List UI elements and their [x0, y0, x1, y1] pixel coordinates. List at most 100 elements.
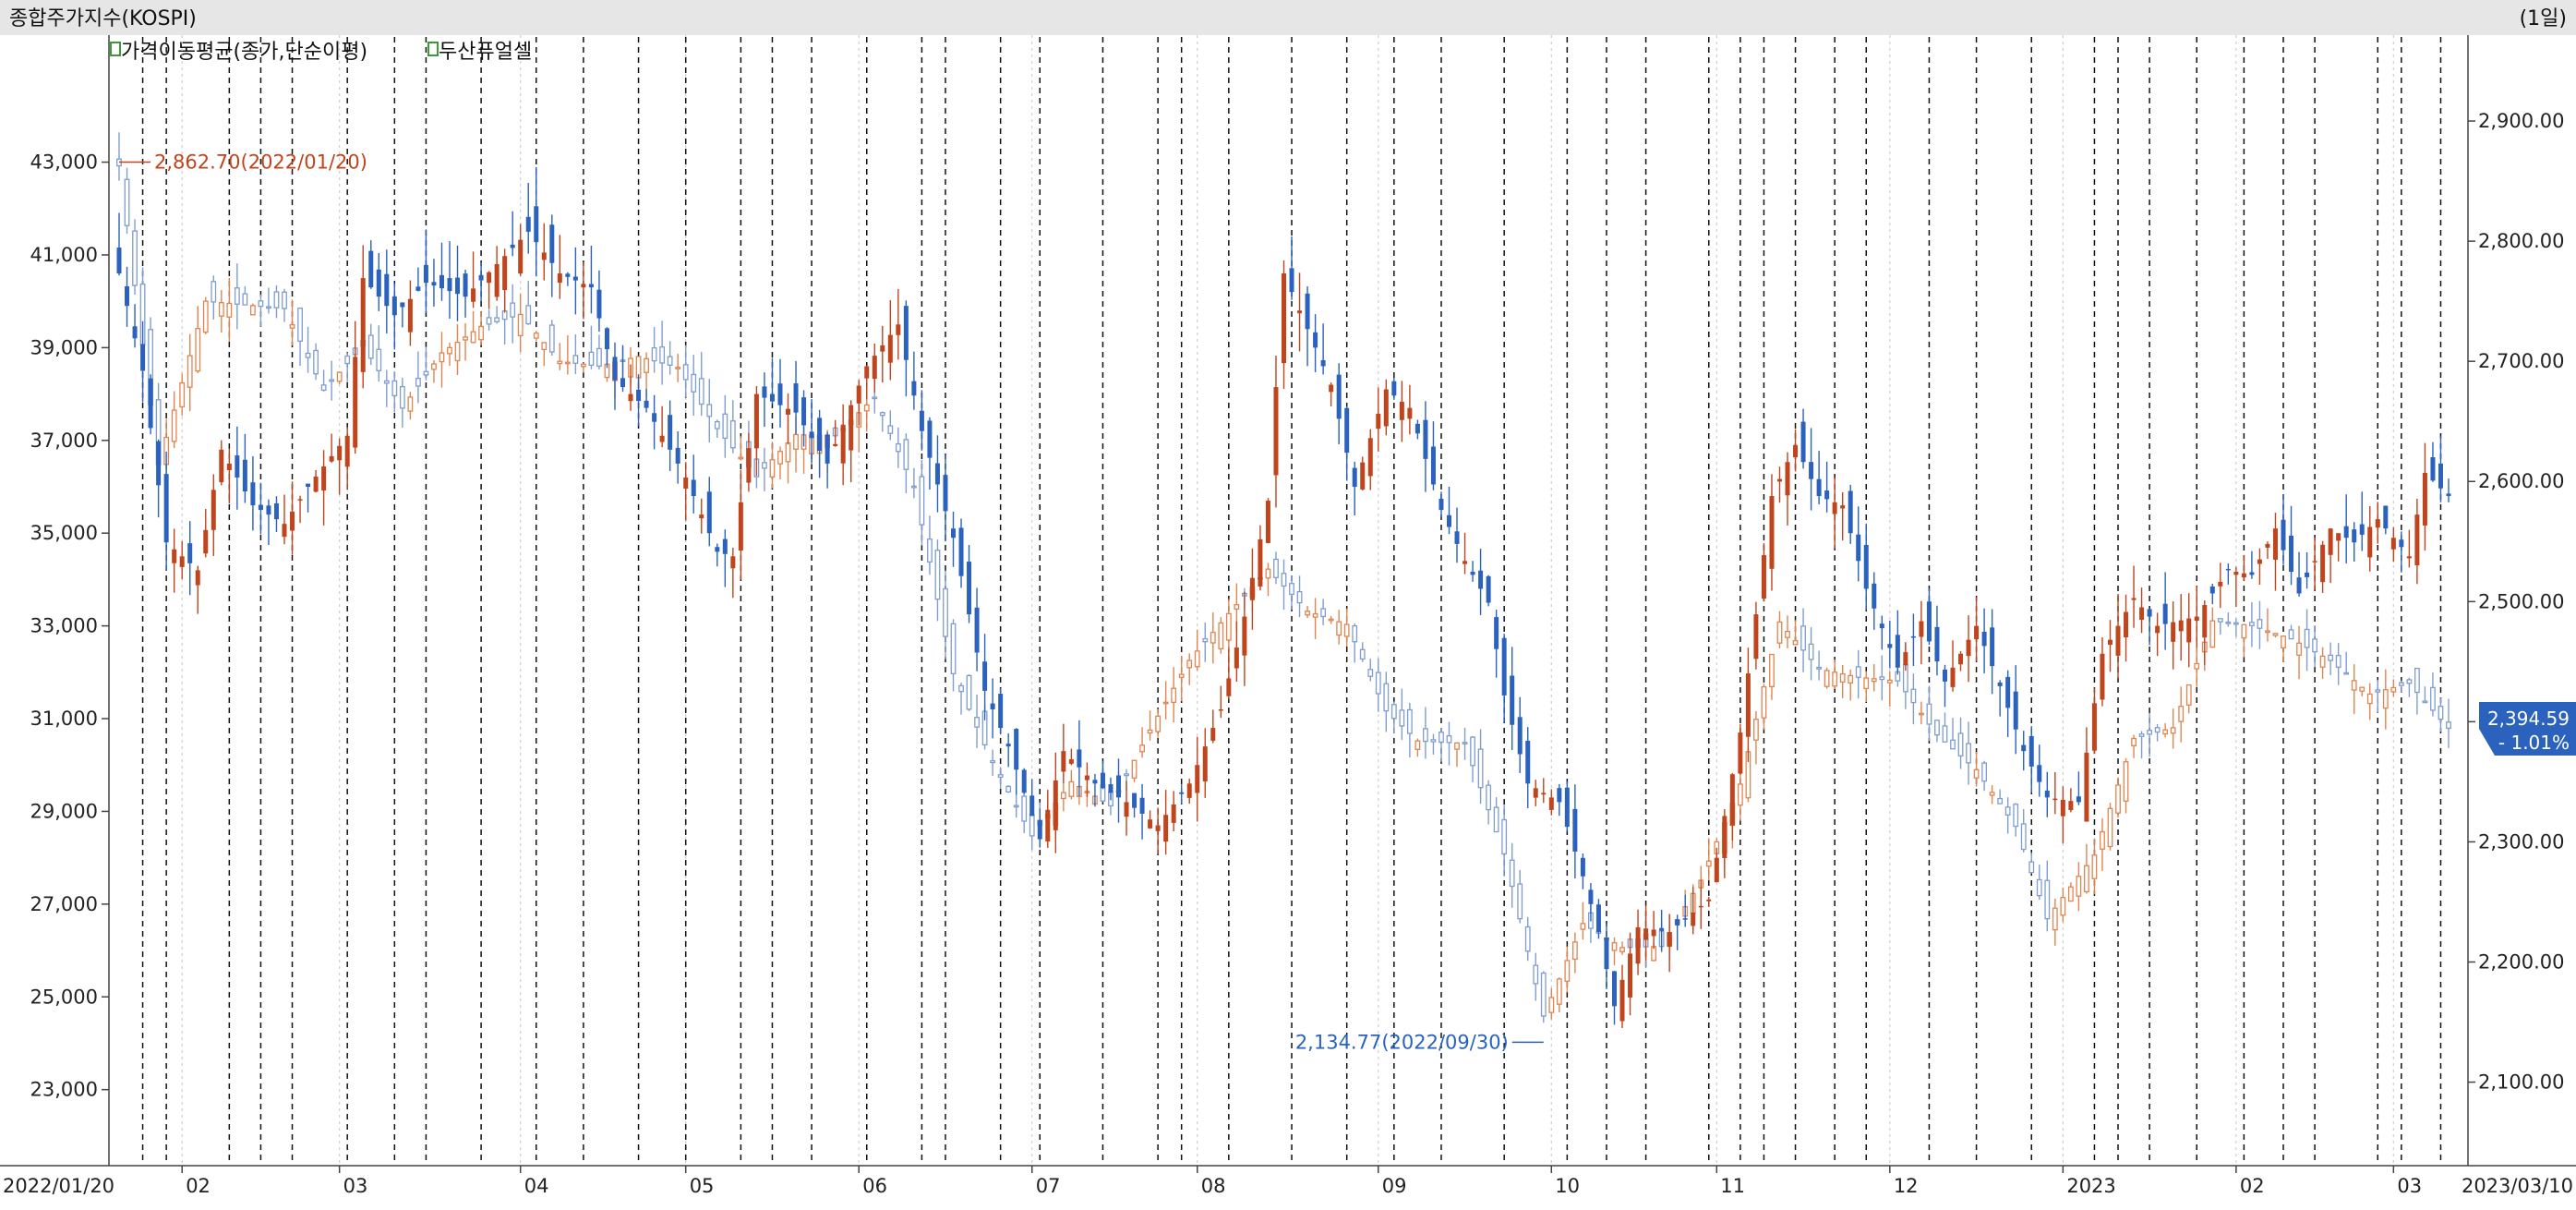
stock-candle-body — [1249, 577, 1255, 600]
kospi-candle-body — [2036, 878, 2042, 897]
stock-candle-body — [1430, 446, 1436, 485]
stock-candle-body — [2328, 528, 2333, 555]
stock-candle-body — [321, 466, 327, 490]
stock-candle-body — [1611, 971, 1617, 1007]
stock-candle-body — [1068, 758, 1074, 764]
stock-candle-body — [132, 326, 138, 339]
stock-candle-body — [1446, 514, 1451, 527]
month-tick-label: 06 — [862, 1175, 887, 1197]
kospi-candle-body — [1139, 744, 1145, 753]
stock-candle-body — [1517, 717, 1523, 755]
kospi-candle-body — [297, 308, 303, 342]
kospi-candle-body — [651, 346, 657, 362]
kospi-candle-body — [2422, 700, 2428, 704]
kospi-candle-body — [2170, 727, 2176, 734]
current-price-badge — [2479, 702, 2576, 756]
kospi-candle-body — [2398, 682, 2404, 686]
kospi-candle-body — [1462, 742, 1468, 744]
kospi-candle-body — [872, 396, 878, 400]
kospi-candle-body — [2335, 654, 2341, 668]
kospi-candle-body — [289, 323, 295, 329]
kospi-candle-body — [2162, 729, 2169, 735]
stock-candle-body — [478, 274, 484, 281]
kospi-candle-body — [2091, 854, 2098, 879]
stock-candle-body — [1990, 627, 1995, 667]
kospi-candle-body — [344, 355, 351, 365]
stock-candle-body — [1329, 384, 1334, 393]
kospi-candle-body — [2052, 907, 2058, 931]
kospi-candle-body — [990, 760, 996, 764]
stock-candle-body — [769, 393, 775, 402]
kospi-candle-body — [580, 363, 586, 368]
legend-stock-label: 두산퓨얼셀 — [439, 41, 532, 64]
stock-candle-body — [1729, 774, 1735, 826]
stock-candle-body — [1116, 775, 1122, 798]
stock-candle-body — [1840, 505, 1846, 509]
stock-candle-body — [856, 385, 861, 404]
stock-candle-body — [179, 556, 185, 567]
stock-candles — [116, 166, 2451, 1028]
stock-candle-body — [1155, 825, 1161, 831]
stock-candle-body — [620, 378, 626, 388]
kospi-candle-body — [1336, 621, 1342, 636]
kospi-candle-body — [1509, 859, 1515, 888]
stock-candle-body — [927, 420, 933, 458]
kospi-candle-body — [2257, 619, 2263, 629]
stock-candle-body — [1958, 653, 1964, 665]
stock-candle-body — [652, 413, 657, 422]
kospi-candle-body — [1997, 797, 2004, 805]
stock-candle-body — [1659, 927, 1665, 931]
kospi-candle-body — [1234, 604, 1240, 611]
stock-candle-body — [2139, 607, 2145, 621]
stock-candle-body — [1706, 899, 1712, 901]
stock-candle-body — [2124, 611, 2129, 637]
stock-candle-body — [1186, 783, 1192, 798]
stock-candle-body — [2414, 514, 2420, 566]
stock-candle-body — [1809, 462, 1814, 479]
legend-checkbox-stock[interactable] — [427, 42, 439, 56]
stock-candle-body — [1077, 749, 1082, 768]
kospi-candle-body — [1919, 712, 1924, 716]
kospi-candle-body — [958, 684, 964, 693]
stock-candle-body — [1399, 401, 1404, 420]
stock-candle-body — [699, 514, 704, 519]
legend-checkbox-ma[interactable] — [110, 42, 121, 56]
stock-candle-body — [195, 570, 200, 586]
kospi-candle-body — [282, 291, 287, 309]
stock-candle-body — [439, 274, 444, 289]
kospi-candle-body — [1989, 792, 1995, 796]
stock-candle-body — [659, 435, 665, 442]
kospi-candle-body — [541, 342, 548, 350]
left-tick-label: 41,000 — [30, 244, 98, 266]
stock-candle-body — [384, 273, 390, 307]
kospi-candle-body — [1533, 964, 1539, 985]
month-tick-label: 02 — [2240, 1175, 2265, 1197]
kospi-candle-body — [1611, 942, 1618, 951]
kospi-candle-body — [1705, 860, 1712, 867]
stock-candle-body — [572, 276, 578, 281]
stock-candle-body — [1793, 444, 1799, 458]
kospi-candle-body — [470, 331, 476, 344]
kospi-candle-body — [423, 370, 429, 376]
stock-candle-body — [801, 397, 807, 426]
stock-candle-body — [2131, 598, 2137, 600]
kospi-candle-body — [887, 425, 894, 434]
kospi-candle-body — [919, 476, 925, 526]
kospi-candle-body — [895, 442, 901, 453]
kospi-candle-body — [1029, 814, 1035, 837]
stock-candle-body — [297, 499, 303, 501]
right-tick-label: 2,800.00 — [2478, 230, 2565, 252]
kospi-candle-body — [1060, 792, 1066, 800]
kospi-candle-body — [1848, 674, 1854, 684]
kospi-candle-body — [588, 351, 595, 366]
kospi-candle-body — [785, 442, 791, 463]
stock-candle-body — [266, 505, 271, 515]
stock-candle-body — [1313, 332, 1318, 348]
kospi-candle-body — [407, 396, 414, 412]
kospi-candle-body — [2382, 689, 2389, 709]
stock-candle-body — [1478, 570, 1484, 589]
kospi-candle-body — [2067, 886, 2074, 902]
stock-candle-body — [825, 434, 830, 464]
kospi-candle-body — [2123, 761, 2129, 802]
stock-candle-body — [1463, 561, 1468, 564]
